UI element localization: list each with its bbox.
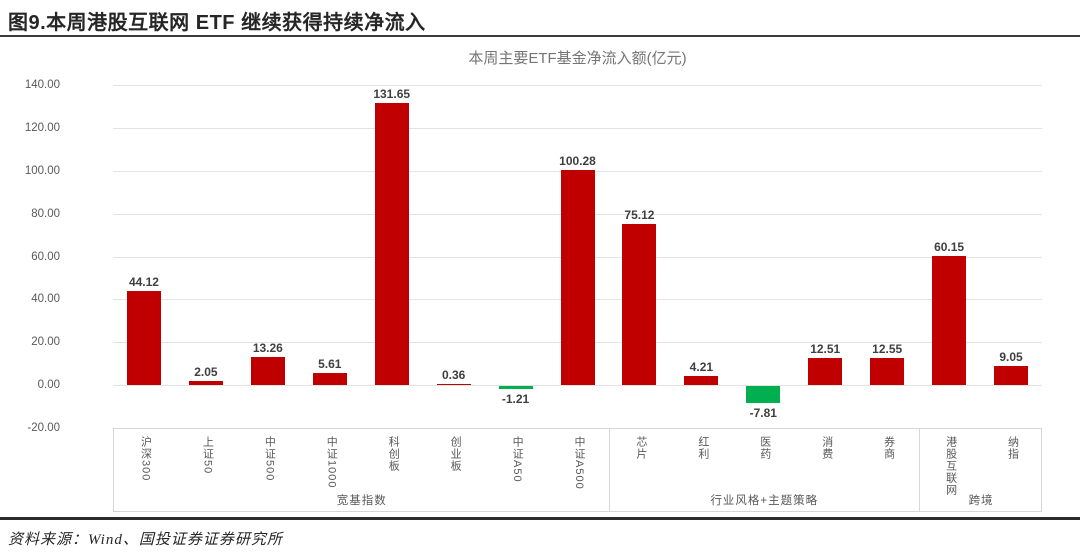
category-label: 消费 — [820, 436, 833, 460]
category-label: 上证50 — [201, 436, 214, 475]
group-label: 跨境 — [968, 495, 994, 507]
gridline — [113, 127, 1042, 129]
category-label: 中证A50 — [511, 436, 524, 483]
y-axis-tick-label: -20.00 — [27, 422, 60, 434]
bar-value-label: 75.12 — [624, 208, 655, 223]
category-label: 中证A500 — [573, 436, 585, 490]
category-label: 芯片 — [634, 436, 647, 460]
bar-value-label: 9.05 — [999, 349, 1023, 364]
gridline — [113, 385, 1042, 387]
category-label: 纳指 — [1006, 436, 1019, 460]
y-axis-tick-label: 40.00 — [31, 293, 60, 306]
group-divider — [919, 429, 921, 511]
bar-中证A50 — [498, 386, 533, 389]
bar-港股互联网 — [932, 256, 967, 386]
category-label: 中证1000 — [325, 436, 338, 489]
plot-area: 140.00 120.00 100.00 80.00 60.00 40.00 20.00 0.… — [25, 79, 1042, 434]
chart-title: 本周主要ETF基金净流入额(亿元) — [468, 50, 687, 67]
source-note: 资料来源：Wind、国投证券证券研究所 — [8, 532, 283, 548]
y-axis-tick-label: 120.00 — [24, 121, 60, 134]
figure-title: 图9.本周港股互联网 ETF 继续获得持续净流入 — [8, 12, 426, 34]
bar-value-label: 13.26 — [252, 340, 283, 355]
bar-芯片 — [622, 224, 657, 386]
bar-value-label: -7.81 — [749, 405, 777, 420]
bar-医药 — [746, 386, 781, 403]
category-label: 券商 — [882, 436, 895, 460]
title-rule — [0, 35, 1080, 37]
bar-中证500 — [250, 356, 285, 386]
y-axis-tick-label: 80.00 — [31, 207, 60, 220]
bar-value-label: 100.28 — [559, 154, 596, 169]
bar-红利 — [684, 376, 719, 386]
bar-消费 — [808, 358, 843, 386]
y-axis-tick-label: 100.00 — [24, 164, 60, 177]
bar-纳指 — [994, 365, 1029, 386]
bottom-rule — [0, 517, 1080, 520]
group-divider — [609, 429, 611, 511]
bar-value-label: 2.05 — [194, 364, 218, 379]
category-label: 医药 — [758, 436, 771, 460]
bar-中证1000 — [312, 373, 347, 386]
bar-value-label: 5.61 — [318, 357, 342, 372]
bar-沪深300 — [126, 290, 161, 386]
group-label: 宽基指数 — [336, 495, 387, 507]
bar-券商 — [870, 358, 905, 386]
bar-value-label: 12.51 — [810, 342, 841, 357]
category-label: 港股互联网 — [944, 436, 957, 496]
category-label: 科创板 — [387, 436, 400, 472]
x-axis-label-area: 沪深300 上证50 中证500 中证1000 科创板 创业板 中证A50 中证A500 芯片 红… — [113, 428, 1042, 512]
bar-value-label: 44.12 — [128, 274, 159, 289]
gridline — [113, 85, 1042, 86]
y-axis-tick-label: 60.00 — [31, 250, 60, 263]
bar-中证A500 — [560, 170, 595, 386]
bar-创业板 — [436, 384, 471, 386]
group-label: 行业风格+主题策略 — [710, 495, 819, 507]
category-label: 沪深300 — [139, 436, 152, 482]
bar-value-label: 0.36 — [441, 368, 466, 383]
y-axis-tick-label: 140.00 — [24, 79, 60, 91]
bar-value-label: 12.55 — [872, 342, 903, 357]
category-label: 创业板 — [449, 436, 462, 472]
bar-科创板 — [374, 102, 409, 386]
y-axis-tick-label: 0.00 — [37, 379, 60, 392]
bar-value-label: 4.21 — [689, 360, 714, 375]
category-label: 中证500 — [263, 436, 276, 482]
category-label: 红利 — [696, 436, 709, 460]
y-axis-tick-label: 20.00 — [31, 336, 60, 349]
bar-value-label: 131.65 — [373, 86, 411, 101]
bar-value-label: -1.21 — [501, 391, 530, 406]
bar-上证50 — [188, 380, 223, 386]
bar-value-label: 60.15 — [934, 240, 965, 255]
